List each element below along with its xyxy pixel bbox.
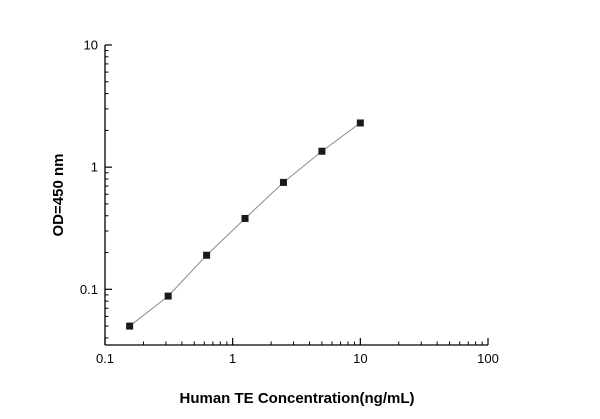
y-tick-label: 1	[91, 160, 98, 175]
data-point-marker	[126, 322, 134, 330]
x-tick-label: 1	[229, 351, 236, 366]
y-axis-title: OD=450 nm	[50, 154, 67, 237]
data-point-marker	[318, 147, 326, 155]
data-point-marker	[241, 214, 249, 222]
data-point-marker	[203, 251, 211, 259]
y-tick-label: 0.1	[80, 282, 98, 297]
data-point-marker	[279, 178, 287, 186]
y-tick-label: 10	[84, 38, 98, 53]
x-axis-title: Human TE Concentration(ng/mL)	[180, 390, 415, 407]
x-tick-label: 10	[353, 351, 367, 366]
data-point-marker	[164, 292, 172, 300]
x-tick-label: 0.1	[96, 351, 114, 366]
data-point-marker	[356, 119, 364, 127]
x-tick-label: 100	[477, 351, 499, 366]
plot-layer: 0.1 1 10 100 0.1 1 10	[80, 38, 499, 367]
series-line	[129, 122, 361, 327]
